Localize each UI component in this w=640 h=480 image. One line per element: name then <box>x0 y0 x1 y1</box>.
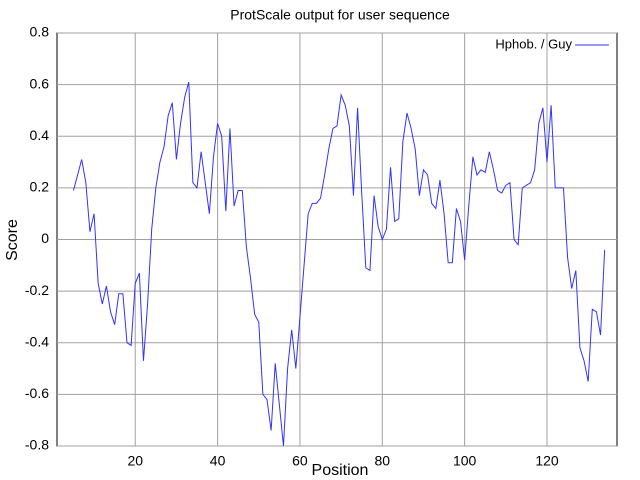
y-tick-label: 0 <box>41 230 49 246</box>
y-tick-label: 0.8 <box>30 24 50 40</box>
x-tick-label: 40 <box>210 453 226 469</box>
x-axis-label: Position <box>312 462 369 479</box>
y-tick-label: -0.2 <box>25 282 49 298</box>
legend-label: Hphob. / Guy <box>495 36 572 51</box>
chart-title: ProtScale output for user sequence <box>230 7 450 23</box>
x-tick-label: 20 <box>127 453 143 469</box>
x-tick-label: 100 <box>453 453 477 469</box>
y-axis-label: Score <box>4 219 21 261</box>
y-tick-label: -0.8 <box>25 437 49 453</box>
x-tick-label: 60 <box>292 453 308 469</box>
y-tick-label: -0.6 <box>25 385 49 401</box>
data-line <box>72 81 606 447</box>
y-tick-label: -0.4 <box>25 333 49 349</box>
y-tick-label: 0.6 <box>30 75 50 91</box>
x-tick-label: 80 <box>375 453 391 469</box>
y-tick-label: 0.2 <box>30 179 50 195</box>
x-tick-label: 120 <box>535 453 559 469</box>
y-tick-label: 0.4 <box>30 127 50 143</box>
